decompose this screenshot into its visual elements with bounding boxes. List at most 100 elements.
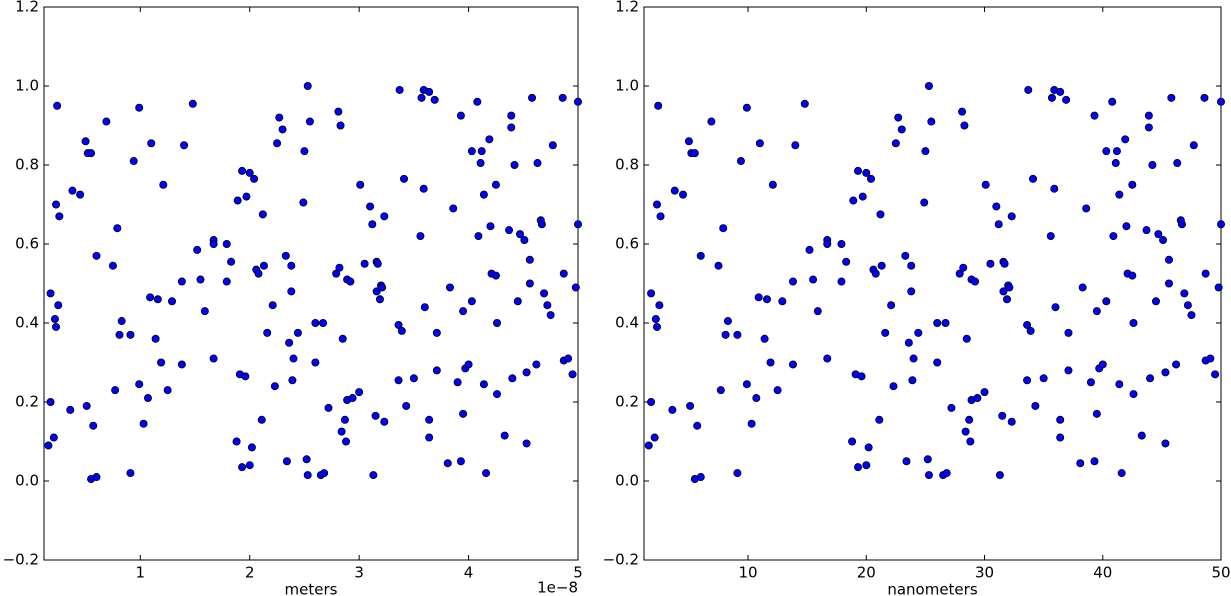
point (1217, 97, 1226, 106)
point (117, 317, 126, 326)
point (532, 360, 541, 369)
point (1078, 283, 1087, 292)
point (459, 409, 468, 418)
point (1064, 366, 1073, 375)
point (293, 328, 302, 337)
point (533, 159, 542, 168)
point (432, 328, 441, 337)
point (287, 261, 296, 270)
y-tick-label: 0.8 (615, 156, 639, 174)
point (714, 261, 723, 270)
point (837, 239, 846, 248)
point (875, 415, 884, 424)
point (372, 287, 381, 296)
point (238, 463, 247, 472)
x-axis-label: nanometers (887, 581, 978, 596)
point (263, 328, 272, 337)
point (76, 190, 85, 199)
point (1146, 374, 1155, 383)
point (1005, 283, 1014, 292)
point (522, 368, 531, 377)
point (921, 147, 930, 156)
x-tick-label: 4 (464, 564, 474, 582)
point (907, 261, 916, 270)
point (858, 192, 867, 201)
point (1082, 204, 1091, 213)
point (647, 289, 656, 298)
point (360, 259, 369, 268)
point (733, 330, 742, 339)
point (250, 174, 259, 183)
point (288, 376, 297, 385)
y-tick-label: −0.2 (603, 551, 639, 569)
point (755, 139, 764, 148)
point (800, 99, 809, 108)
point (986, 259, 995, 268)
point (400, 174, 409, 183)
point (87, 149, 96, 158)
point (994, 220, 1003, 229)
point (222, 239, 231, 248)
point (522, 439, 531, 448)
point (366, 202, 375, 211)
point (1177, 220, 1186, 229)
point (958, 107, 967, 116)
point (482, 469, 491, 478)
point (668, 405, 677, 414)
y-tick-label: 0.6 (615, 235, 639, 253)
point (924, 471, 933, 480)
point (196, 275, 205, 284)
point (959, 263, 968, 272)
point (456, 111, 465, 120)
point (525, 255, 534, 264)
point (346, 277, 355, 286)
point (651, 315, 660, 324)
point (754, 293, 763, 302)
point (546, 311, 555, 320)
point (1115, 190, 1124, 199)
point (222, 277, 231, 286)
point (1029, 174, 1038, 183)
point (842, 257, 851, 266)
point (1092, 409, 1101, 418)
point (348, 394, 357, 403)
point (1047, 93, 1056, 102)
y-tick-label: −0.2 (3, 551, 39, 569)
y-tick-label: 0.4 (615, 314, 639, 332)
x-tick-label: 50 (1211, 564, 1230, 582)
plot-frame (43, 6, 579, 561)
point (721, 330, 730, 339)
plot-frame (643, 6, 1222, 561)
x-offset-label: 1e−8 (537, 579, 578, 596)
point (1039, 374, 1048, 383)
point (188, 99, 197, 108)
point (656, 212, 665, 221)
point (520, 236, 529, 245)
point (89, 421, 98, 430)
point (159, 180, 168, 189)
point (1076, 459, 1085, 468)
point (507, 123, 516, 132)
point (247, 443, 256, 452)
point (1148, 160, 1157, 169)
point (992, 202, 1001, 211)
y-tick-label: 1.0 (15, 77, 39, 95)
point (857, 372, 866, 381)
point (268, 301, 277, 310)
point (1121, 135, 1130, 144)
point (947, 403, 956, 412)
y-tick-label: 0.4 (15, 314, 39, 332)
point (493, 318, 502, 327)
point (1144, 111, 1153, 120)
point (887, 301, 896, 310)
point (245, 461, 254, 470)
point (1128, 180, 1137, 189)
point (1137, 431, 1146, 440)
point (1164, 255, 1173, 264)
point (338, 334, 347, 343)
point (430, 95, 439, 104)
point (153, 295, 162, 304)
point (278, 125, 287, 134)
point (82, 401, 91, 410)
point (92, 251, 101, 260)
